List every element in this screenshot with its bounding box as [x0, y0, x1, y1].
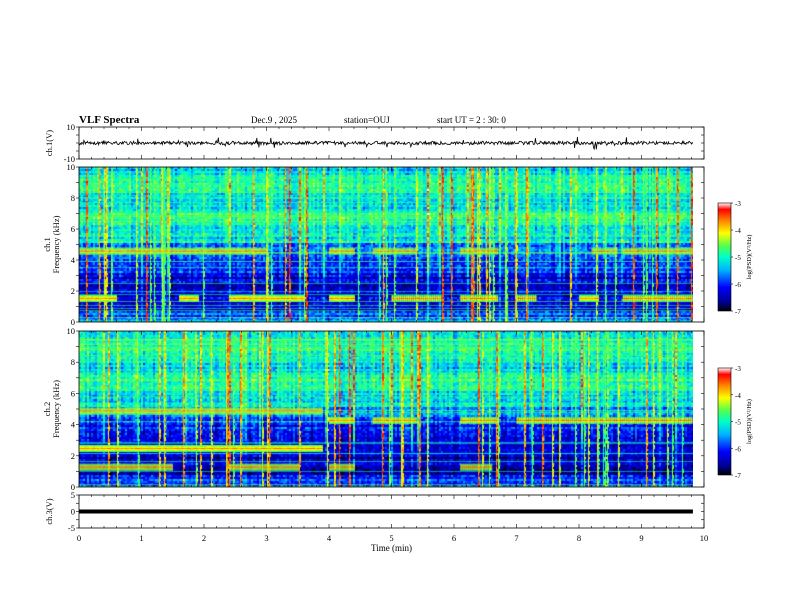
- y-tick-label: 2: [71, 286, 75, 296]
- station-label: station=OUJ: [344, 115, 390, 125]
- spectrogram-image-ch2: [79, 331, 693, 487]
- colorbar-tick-label: -4: [735, 227, 741, 235]
- x-tick-label: 5: [389, 533, 393, 543]
- y-axis-label: Frequency (kHz): [51, 380, 61, 438]
- y-axis-label: ch.1: [42, 237, 52, 251]
- y-tick-label: 0: [71, 482, 75, 492]
- y-tick-label: 4: [71, 255, 76, 265]
- colorbar-tick-label: -3: [735, 200, 741, 208]
- x-tick-label: 0: [77, 533, 81, 543]
- x-axis-label: Time (min): [371, 543, 412, 553]
- x-tick-label: 4: [327, 533, 332, 543]
- colorbar-label: log(PSD)(V²/Hz): [746, 235, 753, 280]
- y-axis-label: ch.3(V): [44, 498, 54, 524]
- colorbar-tick-label: -6: [735, 445, 741, 453]
- y-tick-label: 6: [71, 224, 75, 234]
- x-tick-label: 6: [452, 533, 456, 543]
- x-tick-label: 2: [202, 533, 206, 543]
- colorbar-tick-label: -4: [735, 392, 741, 400]
- x-tick-label: 7: [514, 533, 518, 543]
- y-tick-label: -5: [68, 523, 75, 533]
- y-axis-label: Frequency (kHz): [51, 215, 61, 273]
- waveform-ch1: [78, 136, 694, 151]
- y-tick-label: -10: [64, 154, 75, 164]
- colorbar-label: log(PSD)(V²/Hz): [746, 399, 753, 444]
- x-tick-label: 3: [264, 533, 268, 543]
- colorbar-tick-label: -7: [735, 472, 741, 480]
- colorbar: [717, 202, 732, 312]
- y-tick-label: 8: [71, 357, 75, 367]
- colorbar-tick-label: -5: [735, 254, 741, 262]
- colorbar-tick-label: -6: [735, 281, 741, 289]
- colorbar-tick-label: -3: [735, 365, 741, 373]
- y-axis-label: ch.1(V): [44, 130, 54, 156]
- x-tick-label: 10: [700, 533, 709, 543]
- y-tick-label: 6: [71, 388, 75, 398]
- colorbar-tick-label: -7: [735, 308, 741, 316]
- x-tick-label: 9: [639, 533, 643, 543]
- y-tick-label: 10: [67, 122, 76, 132]
- x-tick-label: 8: [577, 533, 581, 543]
- y-tick-label: 8: [71, 193, 75, 203]
- y-tick-label: 10: [67, 326, 76, 336]
- colorbar-tick-label: -5: [735, 419, 741, 427]
- start-ut-label: start UT = 2 : 30: 0: [437, 115, 506, 125]
- date-label: Dec.9 , 2025: [251, 115, 297, 125]
- y-tick-label: 0: [71, 317, 75, 327]
- y-tick-label: 5: [71, 490, 75, 500]
- colorbar: [717, 367, 732, 476]
- y-tick-label: 2: [71, 451, 75, 461]
- y-axis-label: ch.2: [42, 402, 52, 416]
- y-tick-label: 10: [67, 162, 76, 172]
- chart-title: VLF Spectra: [79, 114, 140, 126]
- x-tick-label: 1: [139, 533, 143, 543]
- y-tick-label: 0: [71, 507, 75, 517]
- y-tick-label: 4: [71, 420, 76, 430]
- spectrogram-image-ch1: [79, 167, 693, 322]
